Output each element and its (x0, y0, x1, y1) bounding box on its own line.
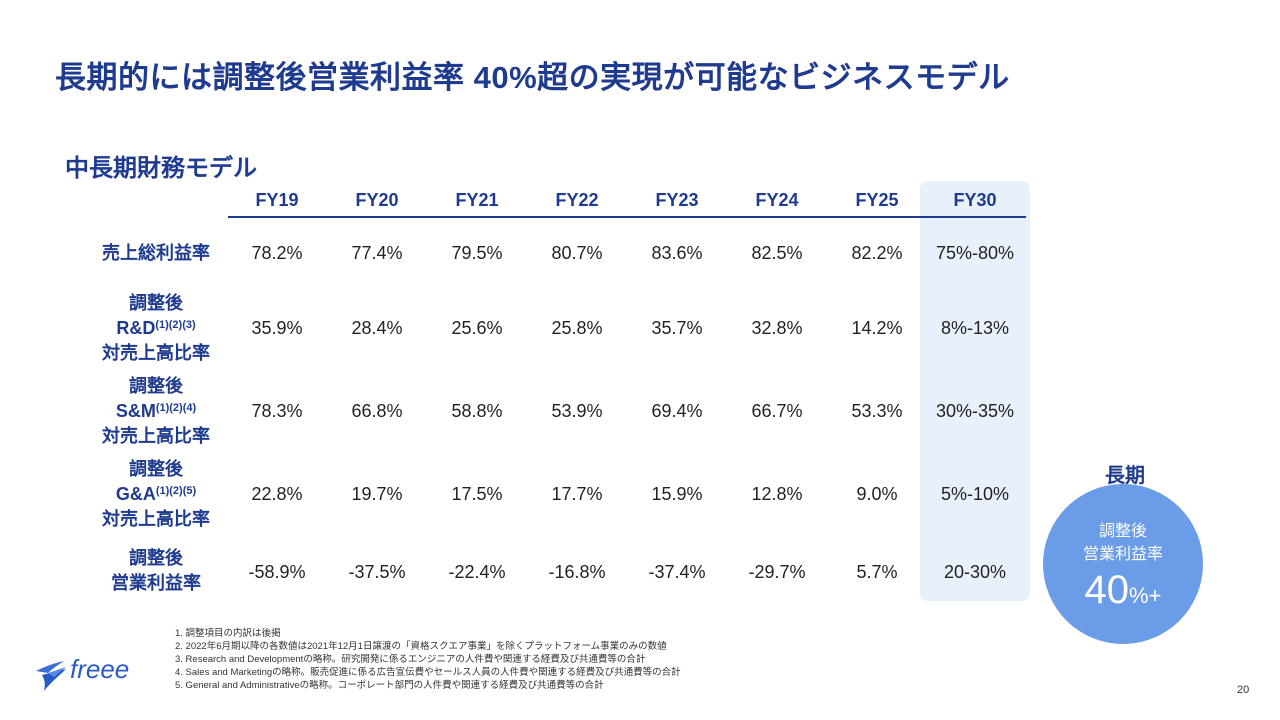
table-cell-fy30: 75%-80% (935, 243, 1015, 263)
row-label-line: S&M(1)(2)(4) (70, 399, 242, 424)
target-line-2: 営業利益率 (1082, 546, 1163, 563)
table-cell: 25.8% (551, 318, 603, 338)
target-suffix: %+ (1129, 583, 1162, 608)
row-label-line: 調整後 (129, 376, 183, 396)
row-label-line: 対売上高比率 (102, 426, 210, 446)
row-label-line: 対売上高比率 (102, 343, 210, 363)
table-cell-fy30: 5%-10% (940, 484, 1010, 504)
table-cell: 82.5% (751, 243, 803, 263)
row-label-abbr: G&A (115, 484, 156, 504)
row-label-line: 調整後 (129, 459, 183, 479)
page-number: 20 (1237, 684, 1250, 696)
table-cell-fy30: 30%-35% (935, 401, 1015, 421)
target-number: 40 (1084, 568, 1130, 612)
table-cell: 17.5% (451, 484, 503, 504)
table-cell: -29.7% (748, 562, 806, 582)
table-cell: 25.6% (451, 318, 503, 338)
footnote: 3. Research and Developmentの略称。研究開発に係るエン… (175, 654, 646, 665)
table-cell: 77.4% (351, 243, 403, 263)
footnote-ref: (1)(2)(4) (155, 402, 197, 414)
column-header-fy25: FY25 (855, 190, 899, 210)
row-label-abbr: S&M (115, 401, 156, 421)
header-divider (228, 216, 1026, 218)
row-label-snm: 調整後 S&M(1)(2)(4) 対売上高比率 (70, 374, 242, 449)
section-subtitle: 中長期財務モデル (65, 155, 257, 182)
column-header-fy21: FY21 (455, 190, 499, 210)
target-value: 40%+ (1043, 568, 1203, 613)
target-line-1: 調整後 (1098, 523, 1147, 540)
table-cell: 32.8% (751, 318, 803, 338)
table-cell: 35.7% (651, 318, 703, 338)
table-cell: 53.3% (851, 401, 903, 421)
row-label-abbr: R&D (116, 318, 156, 338)
table-cell: 83.6% (651, 243, 703, 263)
table-cell: 58.8% (451, 401, 503, 421)
table-cell: 28.4% (351, 318, 403, 338)
page-title: 長期的には調整後営業利益率 40%超の実現が可能なビジネスモデル (55, 60, 1010, 95)
table-cell: 35.9% (251, 318, 303, 338)
table-cell: 9.0% (856, 484, 898, 504)
table-cell-fy30: 8%-13% (940, 318, 1010, 338)
table-cell: 17.7% (551, 484, 603, 504)
table-cell: 19.7% (351, 484, 403, 504)
table-cell: -37.5% (348, 562, 406, 582)
table-cell: 82.2% (851, 243, 903, 263)
table-cell: 5.7% (856, 562, 898, 582)
footnote-ref: (1)(2)(5) (155, 485, 197, 497)
fy30-column-highlight (920, 181, 1030, 601)
table-cell: 22.8% (251, 484, 303, 504)
row-label-line: 売上総利益率 (102, 243, 210, 263)
logo-wordmark: freee (70, 654, 129, 684)
row-label-line: 調整後 (129, 293, 183, 313)
bird-icon (36, 661, 66, 691)
row-label-line: G&A(1)(2)(5) (70, 482, 242, 507)
table-cell-fy30: 20-30% (943, 562, 1007, 582)
row-label-line: 調整後 (129, 548, 183, 568)
footnote: 4. Sales and Marketingの略称。販売促進に係る広告宣伝費やセ… (175, 667, 681, 678)
column-header-fy22: FY22 (555, 190, 599, 210)
footnote: 1. 調整項目の内訳は後掲 (175, 628, 281, 639)
table-cell: 14.2% (851, 318, 903, 338)
row-label-rnd: 調整後 R&D(1)(2)(3) 対売上高比率 (70, 291, 242, 366)
table-cell: -16.8% (548, 562, 606, 582)
table-cell: -37.4% (648, 562, 706, 582)
column-header-fy19: FY19 (255, 190, 299, 210)
long-term-target-circle: 調整後 営業利益率 40%+ (1043, 484, 1203, 644)
column-header-fy23: FY23 (655, 190, 699, 210)
table-cell: 79.5% (451, 243, 503, 263)
footnote: 2. 2022年6月期以降の各数値は2021年12月1日譲渡の「資格スクエア事業… (175, 641, 667, 652)
table-cell: -22.4% (448, 562, 506, 582)
table-cell: 66.8% (351, 401, 403, 421)
table-cell: 78.3% (251, 401, 303, 421)
table-cell: -58.9% (248, 562, 306, 582)
footnote: 5. General and Administrativeの略称。コーポレート部… (175, 680, 604, 691)
table-cell: 15.9% (651, 484, 703, 504)
long-term-label: 長期 (1105, 465, 1145, 487)
footnote-ref: (1)(2)(3) (155, 319, 196, 331)
table-cell: 66.7% (751, 401, 803, 421)
row-label-gna: 調整後 G&A(1)(2)(5) 対売上高比率 (70, 457, 242, 532)
footnotes: 1. 調整項目の内訳は後掲 2. 2022年6月期以降の各数値は2021年12月… (175, 627, 875, 692)
row-label-operating-margin: 調整後 営業利益率 (70, 546, 242, 596)
row-label-gross-margin: 売上総利益率 (70, 241, 242, 266)
row-label-line: R&D(1)(2)(3) (70, 316, 242, 341)
row-label-line: 対売上高比率 (102, 509, 210, 529)
row-label-line: 営業利益率 (111, 573, 201, 593)
table-cell: 78.2% (251, 243, 303, 263)
column-header-fy20: FY20 (355, 190, 399, 210)
table-cell: 69.4% (651, 401, 703, 421)
table-cell: 12.8% (751, 484, 803, 504)
column-header-fy30: FY30 (953, 190, 997, 210)
freee-logo: freee (36, 654, 129, 691)
table-cell: 80.7% (551, 243, 603, 263)
table-cell: 53.9% (551, 401, 603, 421)
column-header-fy24: FY24 (755, 190, 799, 210)
